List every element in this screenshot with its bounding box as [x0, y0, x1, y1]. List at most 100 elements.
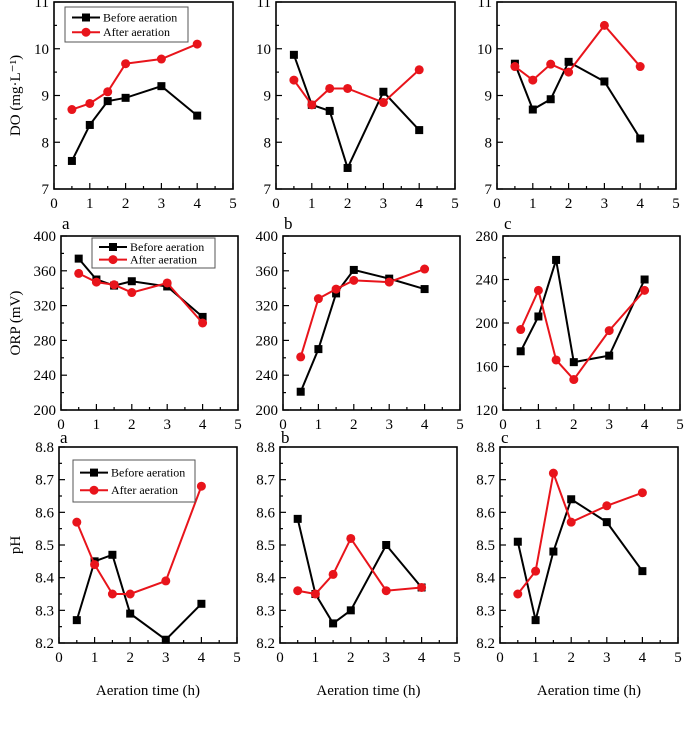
legend-label-before: Before aeration	[111, 466, 185, 480]
x-tick-label: 2	[347, 650, 355, 666]
data-point-before	[293, 514, 302, 523]
data-point-after	[640, 285, 650, 295]
x-axis-label: Aeration time (h)	[96, 683, 200, 699]
data-point-before	[420, 285, 429, 294]
y-tick-label: 360	[34, 264, 57, 280]
y-tick-label: 8.7	[476, 473, 495, 489]
x-tick-label: 0	[276, 650, 284, 666]
legend-marker-circle	[89, 485, 99, 495]
data-point-before	[567, 495, 576, 504]
legend-box	[72, 459, 196, 503]
data-point-after	[192, 39, 202, 49]
x-tick-label: 4	[198, 650, 206, 666]
x-axis-label: Aeration time (h)	[316, 683, 420, 699]
data-point-after	[604, 326, 614, 336]
legend-label-before: Before aeration	[130, 240, 204, 254]
series-line-before	[71, 85, 198, 162]
x-tick-label: 4	[415, 196, 423, 212]
x-tick-label: 2	[570, 417, 578, 433]
x-tick-label: 4	[421, 417, 429, 433]
data-point-after	[198, 318, 208, 328]
data-point-before	[343, 163, 352, 172]
data-point-before	[72, 616, 81, 625]
y-tick-label: 400	[256, 229, 279, 245]
y-tick-label: 8.2	[35, 636, 54, 652]
x-tick-label: 5	[674, 650, 682, 666]
data-point-after	[196, 481, 206, 491]
data-point-before	[314, 345, 323, 354]
data-point-before	[289, 50, 298, 59]
x-tick-label: 5	[451, 196, 459, 212]
series-line-before	[75, 553, 203, 642]
data-point-after	[533, 285, 543, 295]
data-point-after	[156, 54, 166, 64]
data-point-after	[346, 533, 356, 543]
subplot-1-3: 0 1 2 3 4 5 7 8 9 10 11	[477, 0, 680, 212]
plot-frame	[496, 1, 677, 190]
panel-letter: b	[284, 214, 293, 233]
y-tick-label: 8	[42, 135, 50, 151]
panel-letter: a	[60, 428, 68, 447]
data-point-after	[420, 264, 430, 274]
y-tick-label: 7	[42, 182, 50, 198]
legend-label-before: Before aeration	[103, 11, 177, 25]
series-line-before	[519, 259, 646, 364]
legend-marker-circle	[108, 255, 118, 265]
legend-label-after: After aeration	[130, 253, 197, 267]
y-tick-label: 240	[34, 368, 57, 384]
data-point-after	[637, 488, 647, 498]
x-tick-label: 1	[308, 196, 316, 212]
y-tick-label: 11	[35, 0, 49, 11]
x-tick-label: 2	[122, 196, 130, 212]
y-tick-label: 9	[485, 89, 493, 105]
y-tick-label: 200	[256, 403, 279, 419]
y-tick-label: 10	[256, 42, 271, 58]
x-tick-label: 0	[57, 417, 65, 433]
y-tick-label: 8.4	[35, 571, 54, 587]
x-tick-label: 3	[605, 417, 613, 433]
series-line-after	[519, 287, 646, 382]
data-point-after	[546, 59, 556, 69]
data-point-before	[198, 312, 207, 321]
data-point-before	[85, 120, 94, 129]
x-tick-label: 3	[163, 417, 171, 433]
y-tick-label: 280	[256, 333, 279, 349]
y-tick-label: 11	[478, 0, 492, 11]
data-point-after	[74, 268, 84, 278]
y-tick-label: 8	[485, 135, 493, 151]
data-point-before	[546, 95, 555, 104]
data-point-after	[566, 517, 576, 527]
data-point-after	[564, 67, 574, 77]
x-tick-label: 1	[93, 417, 101, 433]
x-tick-label: 4	[641, 417, 649, 433]
data-point-before	[296, 387, 305, 396]
data-point-before	[197, 599, 206, 608]
data-point-before	[534, 312, 543, 321]
plot-frame	[279, 446, 458, 644]
subplot-1-1: 0 1 2 3 4 5 7 8 9 10 11 DO (mg·L⁻¹) Before aerationA…	[8, 0, 237, 212]
panel-letter: c	[501, 428, 509, 447]
subplot-2-1: 0 1 2 3 4 5 200 240 280 320 360 400 ORP (mV) a Before …	[8, 214, 242, 433]
y-tick-label: 320	[34, 299, 57, 315]
data-point-before	[528, 105, 537, 114]
x-tick-label: 1	[532, 650, 540, 666]
data-point-after	[635, 62, 645, 72]
data-point-after	[162, 278, 172, 288]
subplot-2-3: 0 1 2 3 4 5 120 160 200 240 280 c	[476, 214, 684, 433]
x-tick-label: 1	[312, 650, 320, 666]
y-tick-label: 8.7	[256, 473, 275, 489]
data-point-before	[329, 619, 338, 628]
plot-frame	[499, 446, 679, 644]
data-point-before	[569, 358, 578, 367]
x-tick-label: 2	[350, 417, 358, 433]
y-tick-label: 8.4	[476, 571, 495, 587]
series-line-after	[299, 268, 425, 358]
panel-letter: c	[504, 214, 512, 233]
series-line-after	[293, 69, 420, 107]
y-tick-label: 7	[485, 182, 493, 198]
panel-letter: b	[281, 428, 290, 447]
data-point-after	[384, 277, 394, 287]
x-tick-label: 5	[229, 196, 237, 212]
